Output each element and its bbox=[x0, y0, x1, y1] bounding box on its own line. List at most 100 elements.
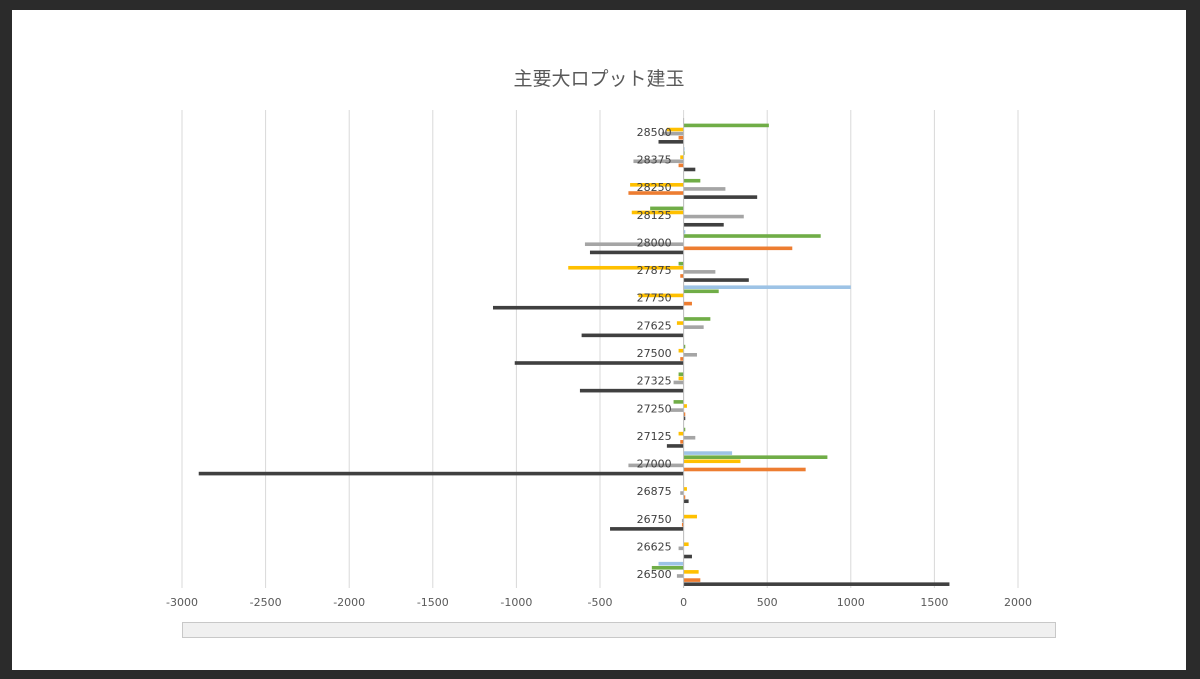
bar bbox=[678, 376, 684, 381]
category-label: 26750 bbox=[637, 513, 672, 526]
bar bbox=[678, 135, 684, 140]
bar bbox=[683, 416, 686, 421]
bar bbox=[633, 159, 684, 164]
bar bbox=[198, 471, 684, 476]
bar bbox=[683, 499, 689, 504]
category-labels: 28500 28375 28250 28125 28000 27875 27750 27625… bbox=[637, 126, 672, 581]
bar bbox=[683, 514, 697, 519]
category-label: 27875 bbox=[637, 264, 672, 277]
bar bbox=[651, 565, 684, 570]
bars bbox=[198, 123, 950, 586]
x-tick-label: -2000 bbox=[333, 596, 365, 609]
bar bbox=[610, 527, 684, 531]
bar bbox=[628, 191, 684, 195]
bar bbox=[683, 167, 696, 172]
bar bbox=[683, 451, 733, 455]
bar bbox=[678, 372, 684, 377]
bar bbox=[683, 582, 950, 586]
bar bbox=[683, 467, 806, 472]
bar bbox=[680, 491, 684, 495]
bar bbox=[683, 325, 704, 329]
bar bbox=[683, 123, 769, 128]
category-label: 28500 bbox=[637, 126, 672, 139]
x-tick-label: 500 bbox=[757, 596, 778, 609]
bar bbox=[683, 317, 711, 321]
bar bbox=[683, 301, 692, 306]
bar bbox=[680, 155, 684, 159]
bar bbox=[670, 408, 684, 412]
category-label: 27625 bbox=[637, 319, 672, 332]
bar bbox=[678, 261, 684, 266]
bar bbox=[661, 131, 684, 136]
category-label: 27125 bbox=[637, 430, 672, 443]
horizontal-scrollbar[interactable] bbox=[182, 622, 1056, 638]
bar bbox=[683, 230, 686, 234]
category-label: 26875 bbox=[637, 485, 672, 498]
bar bbox=[584, 242, 684, 247]
bar bbox=[568, 265, 684, 270]
bar bbox=[683, 214, 744, 219]
bar bbox=[673, 400, 684, 404]
bar bbox=[683, 495, 686, 499]
category-label: 27325 bbox=[637, 375, 672, 388]
bar bbox=[683, 195, 758, 199]
category-label: 26625 bbox=[637, 541, 672, 554]
bar bbox=[678, 348, 684, 353]
bar bbox=[683, 435, 696, 440]
bar bbox=[683, 344, 686, 349]
bar bbox=[514, 361, 684, 365]
bar bbox=[680, 440, 684, 444]
bar bbox=[683, 222, 724, 227]
bar-chart: 28500 28375 28250 28125 28000 27875 27750 27625… bbox=[166, 68, 1032, 609]
bar bbox=[666, 444, 684, 448]
bar bbox=[681, 522, 684, 527]
category-label: 27500 bbox=[637, 347, 672, 360]
bar bbox=[678, 163, 684, 168]
bar bbox=[579, 388, 684, 393]
category-label: 28250 bbox=[637, 181, 672, 194]
bar bbox=[589, 250, 684, 255]
bar bbox=[683, 353, 697, 357]
x-tick-label: -3000 bbox=[166, 596, 198, 609]
bar bbox=[683, 246, 793, 251]
x-tick-label: 2000 bbox=[1004, 596, 1032, 609]
chart-frame: 28500 28375 28250 28125 28000 27875 27750 27625… bbox=[12, 10, 1186, 670]
category-label: 28375 bbox=[637, 153, 672, 166]
chart-title: 主要大ロプット建玉 bbox=[513, 68, 684, 90]
x-tick-label: 0 bbox=[680, 596, 687, 609]
bar bbox=[676, 321, 684, 325]
bar bbox=[631, 210, 684, 215]
category-label: 28125 bbox=[637, 209, 672, 222]
bar bbox=[630, 183, 684, 187]
x-tick-label: -1500 bbox=[417, 596, 449, 609]
bar bbox=[581, 333, 684, 338]
bar bbox=[658, 561, 684, 566]
bar bbox=[683, 487, 687, 491]
x-tick-label: 1500 bbox=[920, 596, 948, 609]
bar bbox=[683, 578, 701, 582]
category-label: 27750 bbox=[637, 292, 672, 305]
bar bbox=[680, 357, 684, 361]
bar bbox=[683, 234, 821, 238]
bar bbox=[681, 518, 684, 523]
bar bbox=[683, 278, 749, 282]
bar bbox=[683, 542, 689, 547]
bar bbox=[683, 455, 828, 459]
bar bbox=[683, 187, 726, 191]
x-tick-labels: -3000 -2500 -2000 -1500 -1000 -500 0 500 1000 150… bbox=[166, 596, 1032, 609]
bar bbox=[683, 289, 719, 294]
bar bbox=[683, 412, 686, 416]
grid-lines bbox=[181, 110, 1019, 588]
bar bbox=[666, 127, 684, 132]
bar bbox=[683, 285, 851, 290]
bar bbox=[683, 554, 692, 559]
bar bbox=[678, 546, 684, 551]
bar bbox=[676, 574, 684, 578]
bar bbox=[680, 274, 684, 278]
bar bbox=[683, 178, 701, 183]
bar bbox=[650, 206, 684, 211]
bar bbox=[678, 431, 684, 436]
x-tick-label: -1000 bbox=[500, 596, 532, 609]
x-tick-label: 1000 bbox=[837, 596, 865, 609]
category-label: 27250 bbox=[637, 402, 672, 415]
